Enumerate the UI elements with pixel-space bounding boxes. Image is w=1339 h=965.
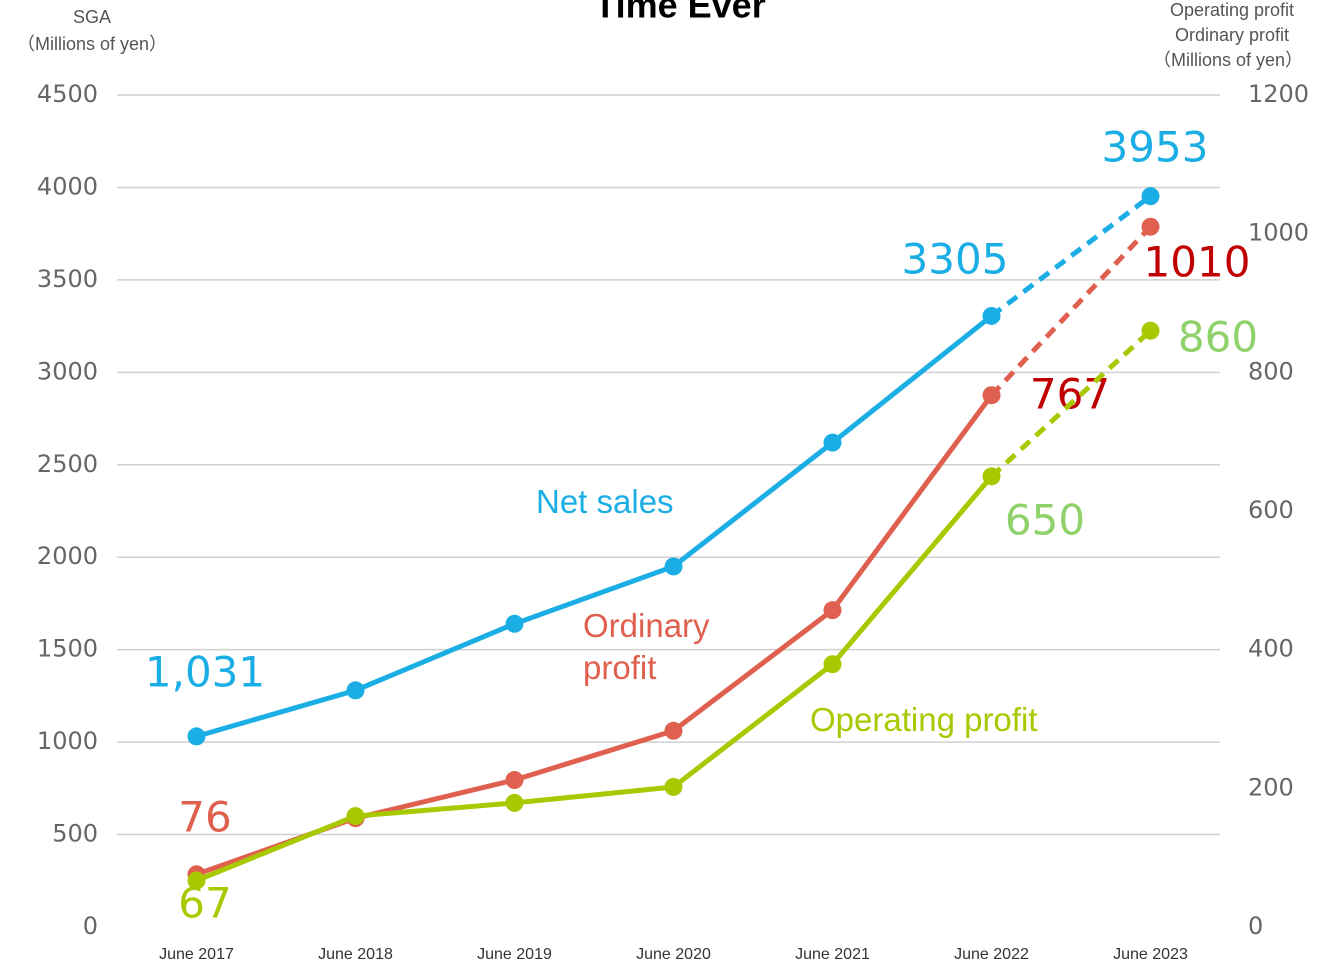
y-tick-label: 2000 — [37, 542, 98, 570]
data-label: 3305 — [902, 235, 1009, 284]
point — [505, 793, 524, 812]
point — [823, 433, 842, 452]
y2-tick-label: 1000 — [1248, 219, 1309, 247]
x-tick-label: June 2021 — [795, 946, 870, 963]
y2-axis-title: （Millions of yen） — [1153, 50, 1303, 70]
y-tick-label: 3000 — [37, 357, 98, 385]
x-tick-label: June 2023 — [1113, 946, 1188, 963]
point — [1141, 187, 1160, 206]
point — [1141, 217, 1160, 236]
y2-tick-label: 600 — [1248, 496, 1294, 524]
x-tick-label: June 2019 — [477, 946, 552, 963]
y2-tick-label: 400 — [1248, 635, 1294, 663]
x-tick-label: June 2020 — [636, 946, 711, 963]
x-tick-label: June 2017 — [159, 946, 234, 963]
data-label: 1010 — [1144, 238, 1251, 287]
x-tick-label: June 2018 — [318, 946, 393, 963]
point — [823, 655, 842, 674]
y-axis-title: SGA — [73, 7, 111, 27]
data-label: 650 — [1005, 496, 1085, 545]
y2-tick-label: 200 — [1248, 773, 1294, 801]
x-tick-label: June 2022 — [954, 946, 1029, 963]
data-label: 76 — [178, 793, 231, 842]
y2-tick-label: 1200 — [1248, 80, 1309, 108]
point — [505, 614, 524, 633]
y2-axis-title: Ordinary profit — [1175, 25, 1289, 45]
series-name: Ordinary profit — [583, 607, 710, 686]
y-tick-label: 4000 — [37, 172, 98, 200]
point — [982, 467, 1001, 486]
y-tick-label: 4500 — [37, 80, 98, 108]
series-line — [195, 313, 994, 739]
y-tick-label: 500 — [52, 820, 98, 848]
point — [664, 557, 683, 576]
y-tick-label: 1000 — [37, 727, 98, 755]
point — [982, 386, 1001, 405]
point — [187, 871, 206, 890]
point — [505, 771, 524, 790]
point — [187, 727, 206, 746]
point — [346, 681, 365, 700]
y2-tick-label: 800 — [1248, 357, 1294, 385]
y-tick-label: 0 — [83, 912, 98, 940]
chart-title: Time Ever — [594, 0, 765, 26]
y-tick-label: 3500 — [37, 265, 98, 293]
data-label: 860 — [1178, 313, 1258, 362]
point — [982, 306, 1001, 325]
series-line — [195, 474, 994, 883]
series-name: Operating profit — [810, 701, 1038, 738]
data-label: 1,031 — [145, 648, 265, 697]
data-label: 3953 — [1102, 123, 1209, 172]
point — [1141, 321, 1160, 340]
data-label: 67 — [178, 879, 231, 928]
y2-tick-label: 0 — [1248, 912, 1263, 940]
point — [346, 807, 365, 826]
y-tick-label: 2500 — [37, 450, 98, 478]
y2-axis-title: Operating profit — [1170, 0, 1294, 20]
y-axis-title: （Millions of yen） — [17, 34, 167, 54]
forecast-line — [989, 194, 1153, 318]
forecast-line — [989, 328, 1153, 479]
point — [823, 601, 842, 620]
y-tick-label: 1500 — [37, 635, 98, 663]
point — [664, 777, 683, 796]
series-name: Net sales — [536, 483, 674, 520]
point — [664, 721, 683, 740]
